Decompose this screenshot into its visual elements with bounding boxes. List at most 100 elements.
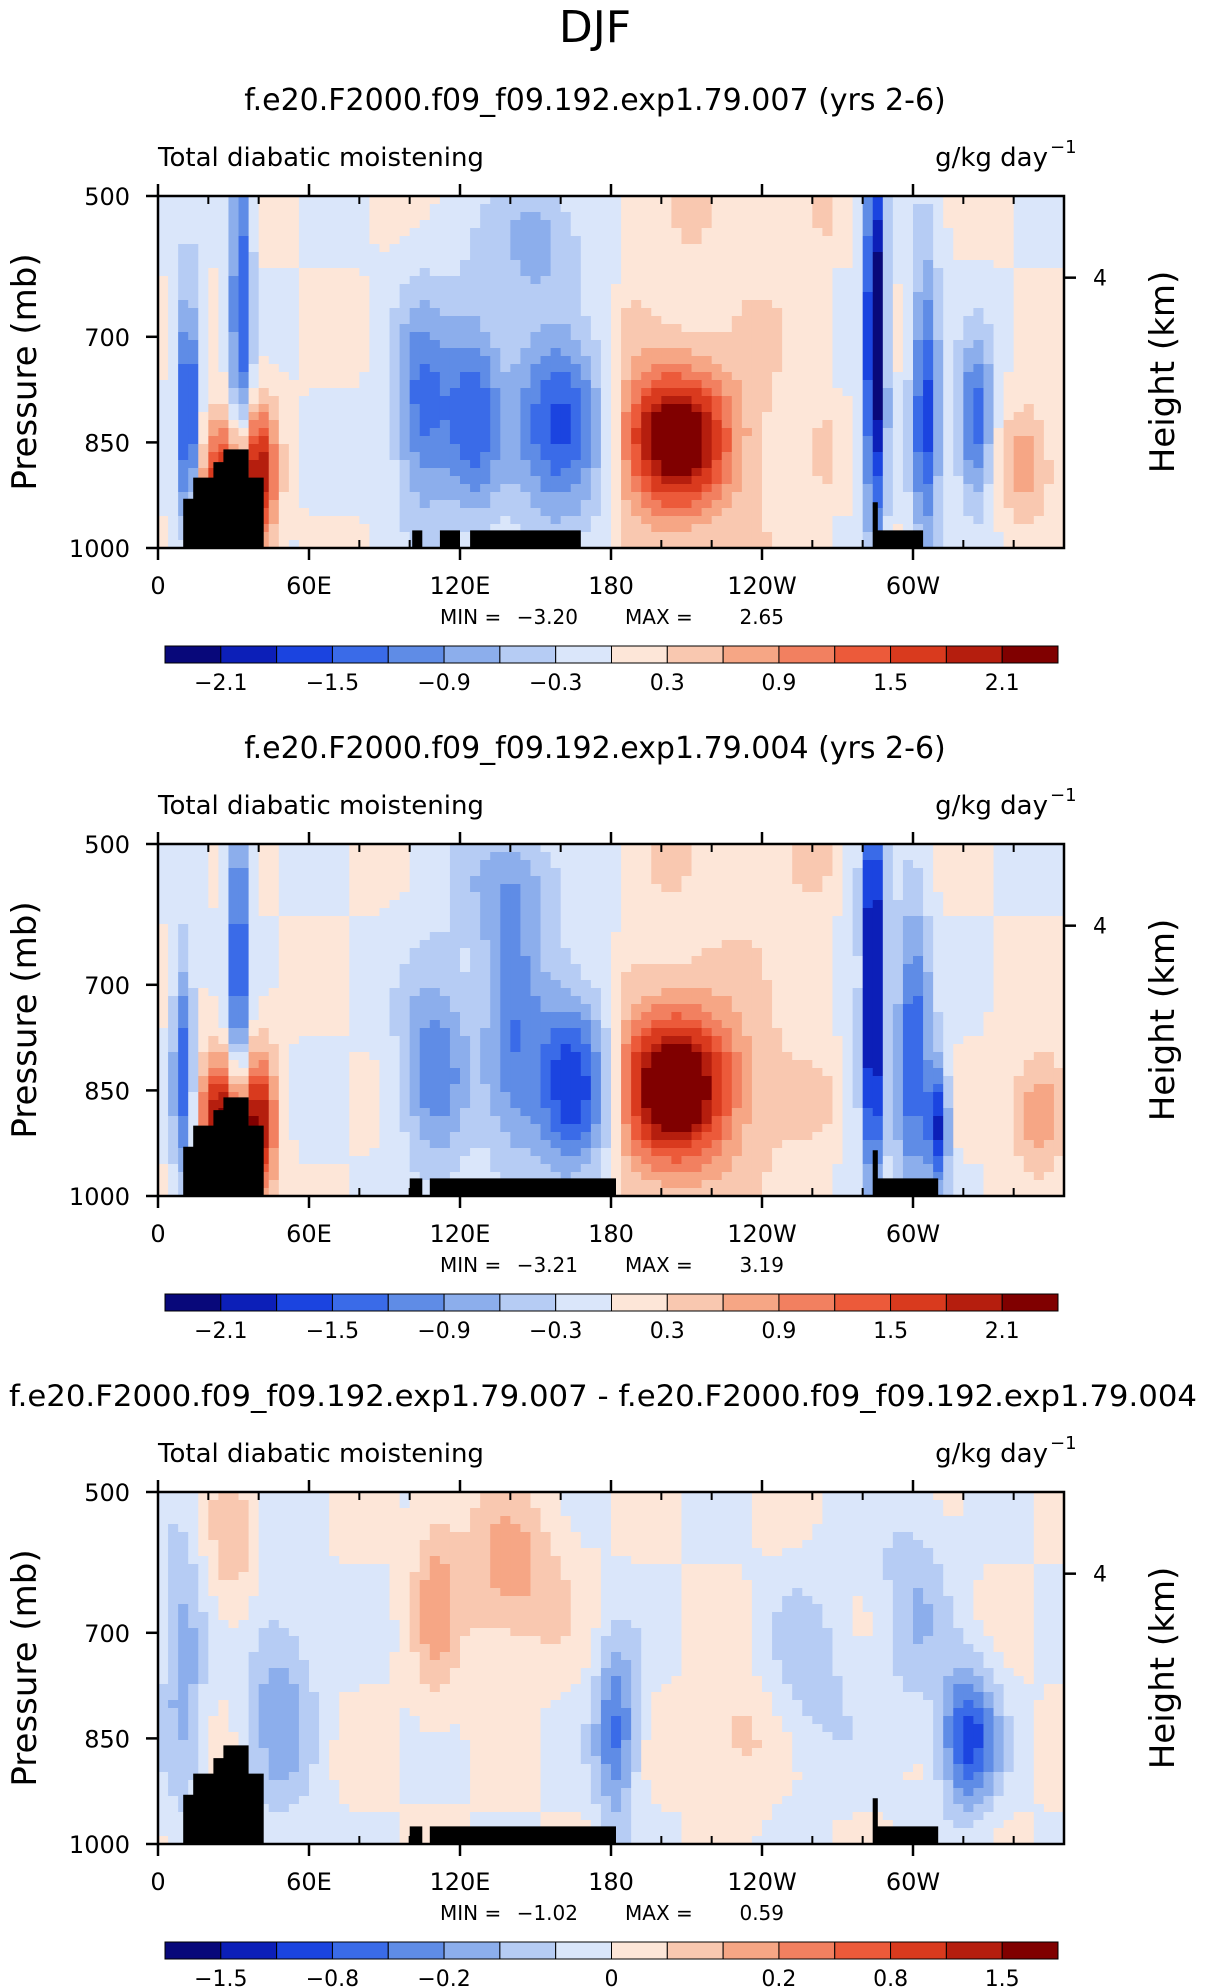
topography-mask: [872, 502, 924, 548]
field-cell: [238, 244, 250, 253]
field-cell: [782, 524, 793, 533]
field-cell: [449, 364, 461, 373]
field-cell: [721, 876, 733, 885]
field-cell: [460, 196, 471, 205]
field-cell: [792, 460, 803, 469]
field-cell: [631, 340, 642, 349]
field-cell: [389, 388, 401, 397]
field-cell: [319, 508, 330, 517]
field-cell: [1033, 908, 1045, 917]
field-cell: [409, 436, 421, 445]
field-cell: [822, 204, 834, 213]
field-cell: [510, 364, 521, 373]
field-cell: [1003, 516, 1015, 525]
field-cell: [963, 364, 974, 373]
field-cell: [1033, 228, 1045, 237]
field-cell: [812, 260, 823, 269]
field-cell: [198, 884, 209, 893]
field-cell: [500, 252, 511, 261]
field-cell: [1053, 308, 1065, 317]
field-cell: [1013, 492, 1025, 501]
field-cell: [953, 340, 964, 349]
field-cell: [661, 516, 672, 525]
field-cell: [963, 860, 974, 869]
field-cell: [651, 396, 662, 405]
field-cell: [168, 892, 179, 901]
field-cell: [268, 492, 280, 501]
field-cell: [349, 340, 360, 349]
field-cell: [389, 348, 401, 357]
field-cell: [248, 428, 260, 437]
field-cell: [530, 228, 542, 237]
field-cell: [792, 308, 803, 317]
field-cell: [560, 404, 572, 413]
field-cell: [298, 916, 310, 925]
field-cell: [168, 308, 179, 317]
field-cell: [470, 508, 481, 517]
field-cell: [691, 420, 703, 429]
field-cell: [751, 420, 763, 429]
field-cell: [530, 268, 542, 277]
field-cell: [1003, 900, 1015, 909]
field-cell: [409, 364, 421, 373]
field-cell: [973, 532, 985, 541]
field-cell: [802, 356, 813, 365]
field-cell: [339, 260, 350, 269]
field-cell: [460, 908, 471, 917]
field-cell: [288, 308, 300, 317]
field-cell: [319, 252, 330, 261]
field-cell: [913, 220, 924, 229]
field-cell: [943, 324, 954, 333]
field-cell: [439, 476, 451, 485]
field-cell: [953, 396, 964, 405]
field-cell: [258, 212, 270, 221]
field-cell: [309, 508, 320, 517]
field-cell: [268, 508, 280, 517]
field-cell: [943, 260, 954, 269]
field-cell: [973, 868, 985, 877]
field-cell: [621, 844, 632, 853]
field-cell: [993, 412, 1005, 421]
field-cell: [198, 900, 209, 909]
field-cell: [389, 444, 401, 453]
field-cell: [1053, 380, 1065, 389]
field-cell: [621, 532, 632, 541]
field-cell: [842, 484, 854, 493]
field-cell: [228, 228, 240, 237]
field-cell: [923, 348, 934, 357]
field-cell: [268, 292, 280, 301]
field-cell: [993, 460, 1005, 469]
field-cell: [953, 204, 964, 213]
field-cell: [751, 452, 763, 461]
field-cell: [802, 196, 813, 205]
field-cell: [892, 196, 904, 205]
field-cell: [278, 892, 290, 901]
field-cell: [862, 404, 874, 413]
field-cell: [500, 404, 511, 413]
field-cell: [681, 268, 693, 277]
field-cell: [963, 236, 974, 245]
field-cell: [178, 404, 189, 413]
right-tick-label: 4: [1093, 267, 1107, 292]
field-cell: [389, 396, 401, 405]
field-cell: [258, 516, 270, 525]
field-cell: [852, 260, 864, 269]
field-cell: [621, 260, 632, 269]
field-cell: [862, 356, 874, 365]
field-cell: [218, 236, 230, 245]
field-cell: [1003, 340, 1015, 349]
field-cell: [369, 260, 381, 269]
field-cell: [470, 372, 481, 381]
field-cell: [449, 460, 461, 469]
field-cell: [862, 492, 874, 501]
field-cell: [449, 244, 461, 253]
field-cell: [651, 892, 662, 901]
field-cell: [852, 868, 864, 877]
field-cell: [379, 372, 391, 381]
field-cell: [258, 508, 270, 517]
field-cell: [641, 252, 652, 261]
field-cell: [933, 876, 944, 885]
field-cell: [631, 852, 642, 861]
field-cell: [520, 524, 532, 533]
field-cell: [258, 924, 270, 933]
